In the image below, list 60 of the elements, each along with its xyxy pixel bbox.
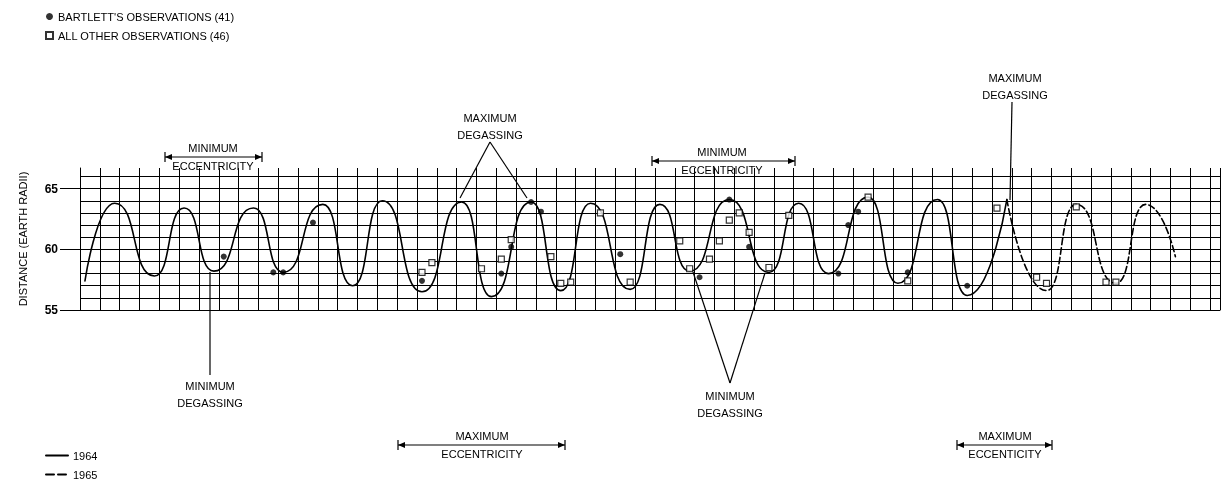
- annotation: MINIMUM ECCENTRICITY: [172, 141, 255, 172]
- point: [419, 277, 425, 284]
- text: MINIMUM DEGASSING: [697, 389, 763, 419]
- point: [993, 204, 1001, 212]
- point: [537, 208, 544, 215]
- point: [309, 219, 316, 226]
- point: [626, 278, 634, 286]
- point: [964, 282, 971, 289]
- point: [735, 209, 743, 217]
- legend-label: 1965: [73, 468, 98, 481]
- point: [746, 243, 753, 250]
- y-tick-label: 65: [44, 181, 59, 196]
- point: [507, 236, 515, 244]
- point: [1072, 203, 1080, 211]
- y-tick-label: 55: [44, 303, 59, 317]
- text: MAXIMUM DEGASSING: [982, 71, 1048, 101]
- point: [725, 216, 733, 224]
- point: [845, 222, 852, 229]
- y-tick-label: 60: [44, 242, 59, 257]
- point: [220, 253, 227, 260]
- point: [1042, 279, 1051, 287]
- point: [686, 265, 694, 273]
- point: [280, 269, 287, 276]
- point: [617, 251, 624, 258]
- point: [547, 253, 555, 261]
- point: [715, 237, 723, 245]
- point: [864, 193, 872, 201]
- legend-label: ALL OTHER OBSERVATIONS (46): [58, 29, 230, 42]
- point: [497, 255, 505, 263]
- point: [904, 269, 911, 276]
- point: [1102, 278, 1110, 286]
- point: [745, 228, 753, 236]
- point: [270, 269, 277, 276]
- point: [696, 274, 703, 281]
- point: [428, 259, 436, 267]
- text: MAXIMUM ECCENTRICITY: [441, 429, 524, 460]
- point: [557, 279, 565, 287]
- point: [705, 255, 714, 263]
- text: MINIMUM DEGASSING: [177, 379, 243, 409]
- point: [418, 268, 426, 276]
- point: [528, 198, 535, 205]
- point: [904, 277, 912, 285]
- point: [1033, 273, 1041, 281]
- point: [477, 265, 486, 273]
- point: [596, 209, 605, 217]
- annotation: MINIMUM ECCENTRICITY: [681, 145, 764, 176]
- point: [835, 270, 842, 277]
- legend-label: BARTLETT'S OBSERVATIONS (41): [58, 10, 235, 23]
- text: MAXIMUM ECCENTICITY: [968, 429, 1043, 460]
- point: [765, 263, 773, 272]
- point: [508, 243, 515, 250]
- point: [855, 208, 862, 215]
- point: [567, 278, 575, 286]
- legend-label: 1964: [73, 449, 98, 462]
- text: MAXIMUM DEGASSING: [457, 111, 523, 141]
- point: [498, 270, 505, 277]
- point: [676, 237, 684, 245]
- point: [785, 211, 793, 219]
- point: [1112, 278, 1120, 286]
- y-axis-title: DISTANCE (EARTH RADII): [16, 171, 29, 307]
